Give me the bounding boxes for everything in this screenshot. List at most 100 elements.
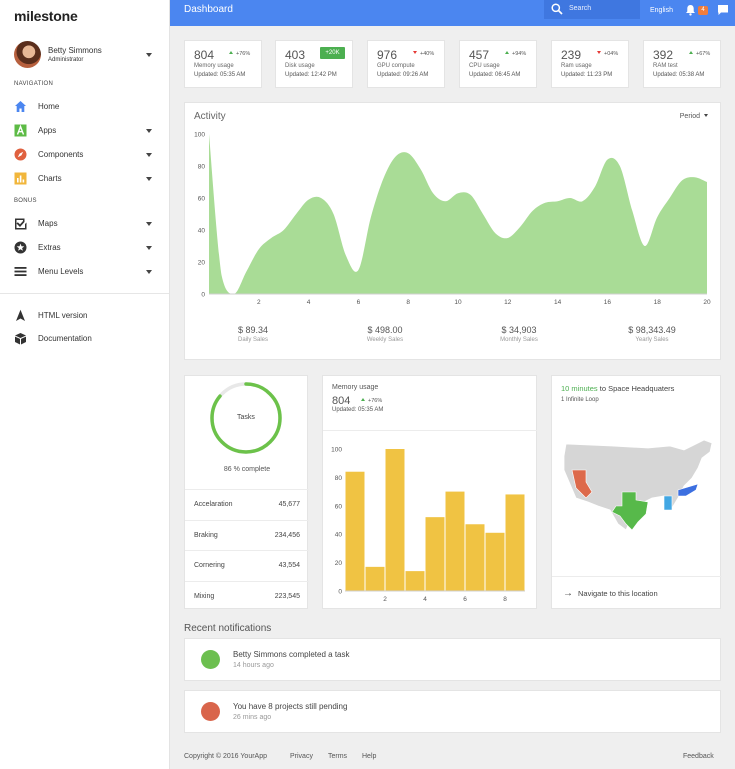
- sidebar-item-label: Apps: [38, 126, 57, 135]
- tasks-label: Tasks: [237, 414, 255, 421]
- arrow-right-icon[interactable]: →: [563, 588, 573, 599]
- sidebar-item-menu-levels[interactable]: Menu Levels: [14, 263, 159, 281]
- stat-label: Memory usage: [194, 63, 234, 69]
- sidebar-item-components[interactable]: Components: [14, 146, 159, 164]
- notification-count-badge[interactable]: 4: [698, 6, 708, 15]
- sidebar-item-apps[interactable]: Apps: [14, 122, 159, 140]
- search-icon[interactable]: [551, 3, 563, 17]
- bar: [445, 491, 465, 591]
- search-box[interactable]: Search: [544, 0, 640, 19]
- memory-value: 804: [332, 395, 351, 407]
- page-title: Dashboard: [184, 4, 233, 15]
- compass-icon: [14, 148, 27, 161]
- footer-help-link[interactable]: Help: [362, 753, 377, 760]
- sidebar-item-charts[interactable]: Charts: [14, 170, 159, 188]
- y-tick-label: 0: [338, 589, 342, 596]
- chevron-down-icon[interactable]: [146, 270, 152, 274]
- x-tick-label: 2: [257, 299, 261, 306]
- map-address: 1 Infinite Loop: [561, 397, 599, 403]
- activity-card: Activity Period 0 20 40 60 80 100 2 4 6 8 10 12 14 16…: [184, 102, 721, 360]
- search-input[interactable]: Search: [569, 5, 592, 12]
- arrow-down-icon: [597, 51, 601, 54]
- user-menu-chevron-icon[interactable]: [146, 53, 152, 57]
- memory-title: Memory usage: [332, 384, 379, 391]
- list-item[interactable]: You have 8 projects still pending 26 min…: [184, 690, 721, 733]
- tasks-card: Tasks 86 % complete Accelaration 45,677 B…: [184, 375, 309, 612]
- chevron-down-icon: [704, 114, 708, 117]
- tasks-complete: 86 % complete: [223, 466, 271, 473]
- chevron-down-icon[interactable]: [146, 222, 152, 226]
- activity-area: [209, 134, 707, 294]
- stat-card-cpu[interactable]: 457 +94% CPU usage Updated: 06:45 AM: [459, 40, 537, 88]
- sidebar-item-label: Components: [38, 150, 84, 159]
- arrow-down-icon: [413, 51, 417, 54]
- stat-delta: +40%: [413, 51, 434, 57]
- bonus-heading: BONUS: [14, 198, 37, 204]
- y-tick-label: 20: [335, 560, 343, 567]
- stat-card-gpu[interactable]: 976 +40% GPU compute Updated: 09:26 AM: [367, 40, 445, 88]
- bell-icon[interactable]: [685, 4, 696, 18]
- app-logo[interactable]: milestone: [14, 8, 78, 24]
- sidebar-item-html-version[interactable]: HTML version: [14, 307, 159, 325]
- stat-card-memory[interactable]: 804 +76% Memory usage Updated: 05:35 AM: [184, 40, 262, 88]
- sidebar-item-label: Extras: [38, 243, 61, 252]
- sales-yearly: $ 98,343.49 Yearly Sales: [628, 325, 676, 343]
- chevron-down-icon[interactable]: [146, 129, 152, 133]
- chevron-down-icon[interactable]: [146, 246, 152, 250]
- footer-feedback-link[interactable]: Feedback: [683, 753, 714, 760]
- memory-updated: Updated: 05:35 AM: [332, 407, 384, 413]
- memory-card: Memory usage 804 +76% Updated: 05:35 AM …: [322, 375, 537, 609]
- y-tick-label: 0: [201, 292, 205, 299]
- x-tick-label: 20: [703, 299, 711, 306]
- sidebar-item-label: Documentation: [38, 334, 92, 343]
- bar: [385, 449, 405, 591]
- user-profile[interactable]: Betty Simmons Administrator: [14, 41, 159, 71]
- chat-icon[interactable]: [717, 4, 729, 18]
- stat-value: 457: [469, 48, 490, 62]
- sidebar-item-extras[interactable]: Extras: [14, 239, 159, 257]
- avatar[interactable]: [14, 41, 41, 68]
- footer-copyright: Copyright © 2016 YourApp: [184, 753, 267, 760]
- footer-privacy-link[interactable]: Privacy: [290, 753, 313, 760]
- x-tick-label: 4: [307, 299, 311, 306]
- period-dropdown[interactable]: Period: [680, 113, 708, 120]
- table-row: Braking 234,456: [185, 520, 309, 551]
- chevron-down-icon[interactable]: [146, 177, 152, 181]
- map-card: 10 minutes to Space Headquaters 1 Infini…: [551, 375, 722, 609]
- x-tick-label: 6: [463, 596, 467, 603]
- stat-card-ram-test[interactable]: 392 +67% RAM test Updated: 05:38 AM: [643, 40, 721, 88]
- arrow-up-icon: [229, 51, 233, 54]
- navigation-arrow-icon: [14, 309, 27, 322]
- y-tick-label: 80: [198, 164, 206, 171]
- divider: [552, 576, 722, 577]
- sales-daily: $ 89.34 Daily Sales: [237, 325, 269, 343]
- status-dot: [201, 702, 220, 721]
- bar: [405, 571, 425, 591]
- stat-value: 392: [653, 48, 674, 62]
- x-tick-label: 10: [454, 299, 462, 306]
- language-selector[interactable]: English: [650, 7, 673, 14]
- sidebar: milestone Betty Simmons Administrator NA…: [0, 0, 170, 769]
- y-tick-label: 100: [331, 447, 342, 454]
- stat-updated: Updated: 05:38 AM: [653, 72, 705, 78]
- y-tick-label: 80: [335, 475, 343, 482]
- sidebar-item-maps[interactable]: Maps: [14, 215, 159, 233]
- us-map[interactable]: [552, 426, 720, 546]
- stat-card-disk[interactable]: 403 +20K Disk usage Updated: 12:42 PM: [275, 40, 353, 88]
- sidebar-item-home[interactable]: Home: [14, 98, 159, 116]
- list-item[interactable]: Betty Simmons completed a task 14 hours …: [184, 638, 721, 681]
- stat-value: 804: [194, 48, 215, 62]
- stat-delta: +04%: [597, 51, 618, 57]
- sidebar-item-documentation[interactable]: Documentation: [14, 330, 159, 348]
- stat-value: 403: [285, 48, 306, 62]
- chevron-down-icon[interactable]: [146, 153, 152, 157]
- arrow-up-icon: [505, 51, 509, 54]
- y-tick-label: 40: [198, 228, 206, 235]
- stat-value: 976: [377, 48, 398, 62]
- map-title: 10 minutes to Space Headquaters: [561, 384, 675, 393]
- footer-terms-link[interactable]: Terms: [328, 753, 348, 760]
- stat-card-ram[interactable]: 239 +04% Ram usage Updated: 11:23 PM: [551, 40, 629, 88]
- navigate-link[interactable]: Navigate to this location: [578, 589, 658, 598]
- table-row: Mixing 223,545: [185, 581, 309, 612]
- stat-delta: +94%: [505, 51, 526, 57]
